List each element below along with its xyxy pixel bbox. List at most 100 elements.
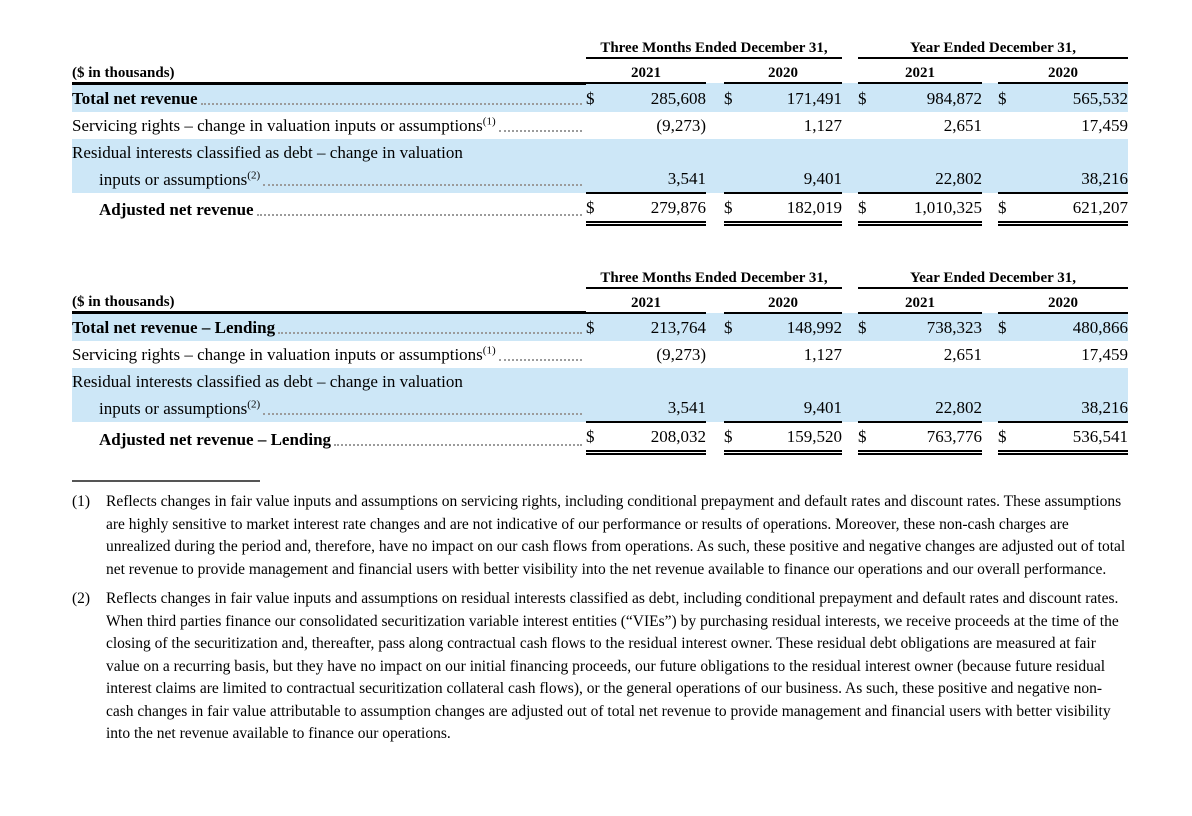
cell-value: 171,491 [748,83,843,112]
spacer-cell [72,36,586,58]
row-label: Servicing rights – change in valuation i… [72,114,496,135]
adjusted-net-revenue-lending-table: Three Months Ended December 31, Year End… [72,265,1129,456]
cell-value: 9,401 [748,368,843,423]
period-group-header: Three Months Ended December 31, [586,36,843,59]
year-header-row: ($ in thousands) 2021 2020 2021 2020 [72,58,1129,85]
dollar-sign: $ [998,422,1023,455]
footnote-ref: (1) [482,344,496,357]
row-label-line1: Residual interests classified as debt – … [72,142,463,162]
adjusted-net-revenue-section: Three Months Ended December 31, Year End… [72,36,1129,226]
gap-cell [982,288,998,313]
table-row-adjusted-net-revenue: Adjusted net revenue $ 279,876 $ 182,019… [72,192,1129,226]
gap-cell [982,368,999,422]
cell-value: 17,459 [1081,345,1129,364]
cell-value: 2,651 [943,115,983,135]
empty-cell [858,368,883,423]
gap-cell [982,58,998,83]
cell-value: 1,010,325 [882,192,983,226]
gap-cell [982,193,998,224]
empty-cell [586,138,610,194]
gap-cell [982,312,999,341]
gap-cell [842,312,859,341]
period-group-header: Year Ended December 31, [858,36,1129,59]
year-header: 2020 [998,287,1129,314]
row-label: Adjusted net revenue – Lending [99,429,332,449]
empty-cell [724,138,748,194]
dollar-sign: $ [586,312,610,341]
footnote-ref: (2) [247,168,261,181]
dollar-sign: $ [586,192,610,226]
period-group-header: Three Months Ended December 31, [586,265,843,289]
cell-value: 17,459 [1081,115,1129,135]
table-row-adjusted-net-revenue-lending: Adjusted net revenue – Lending $ 208,032… [72,422,1129,455]
row-label-cell: Adjusted net revenue [72,193,586,224]
footnote-marker: (2) [72,590,91,607]
adjusted-net-revenue-lending-section: Three Months Ended December 31, Year End… [72,265,1129,456]
cell-value: 159,520 [748,422,843,455]
cell-value: 621,207 [1022,192,1129,226]
cell-value: 9,401 [748,138,843,194]
cell-value: 22,802 [882,368,983,423]
cell-value: 208,032 [610,422,706,455]
adjusted-net-revenue-table: Three Months Ended December 31, Year End… [72,36,1129,226]
gap-cell [842,138,859,193]
row-label-cell: Residual interests classified as debt – … [72,138,586,193]
gap-cell [842,193,858,224]
cell-value: 38,216 [1022,368,1129,423]
cell-value: 565,532 [1022,83,1129,112]
empty-cell [858,341,882,368]
gap-cell [982,112,998,139]
empty-cell [586,112,610,139]
dot-leader [263,183,582,186]
dot-leader [263,413,582,415]
gap-cell [706,58,724,83]
cell-value: 763,776 [882,422,983,455]
gap-cell [842,266,858,288]
gap-cell [842,288,858,313]
units-label: ($ in thousands) [72,58,586,85]
row-label-cell: Residual interests classified as debt – … [72,368,586,422]
dollar-sign: $ [998,192,1023,226]
cell-value: 279,876 [610,192,706,226]
empty-cell [858,112,882,139]
empty-cell [858,138,883,194]
gap-cell [842,112,858,139]
dollar-sign: $ [858,422,883,455]
empty-cell [586,341,610,368]
cell-value: 3,541 [610,138,706,194]
cell-value: 182,019 [748,192,843,226]
year-header-row: ($ in thousands) 2021 2020 2021 2020 [72,287,1129,314]
cell-value: 536,541 [1022,422,1129,455]
gap-cell [982,341,998,368]
dot-leader [200,102,582,105]
empty-cell [586,368,610,423]
empty-cell [998,112,1022,139]
footnote-ref: (1) [482,114,496,127]
cell-value: 1,127 [803,345,843,364]
spacer-cell [72,266,586,288]
row-label-cell: Total net revenue – Lending [72,312,586,341]
dot-leader [498,129,582,132]
period-header-row: Three Months Ended December 31, Year End… [72,265,1129,289]
cell-value: 213,764 [610,312,706,341]
dot-leader [278,332,582,334]
table-row-servicing-rights: Servicing rights – change in valuation i… [72,112,1128,139]
empty-cell [998,138,1023,194]
dollar-sign: $ [998,83,1023,112]
dollar-sign: $ [724,83,748,112]
gap-cell [706,288,724,313]
cell-value: 480,866 [1022,312,1129,341]
row-label-cell: Servicing rights – change in valuation i… [72,341,586,368]
dollar-sign: $ [724,192,748,226]
period-header-row: Three Months Ended December 31, Year End… [72,36,1129,59]
cell-value: 38,216 [1022,138,1129,194]
units-label: ($ in thousands) [72,287,586,314]
row-label-line2: inputs or assumptions(2) [99,398,261,418]
gap-cell [982,422,998,453]
gap-cell [982,83,999,112]
row-label: Servicing rights – change in valuation i… [72,344,496,364]
year-header: 2020 [724,287,843,314]
gap-cell [842,36,858,58]
footnote-ref: (2) [247,398,261,411]
cell-value: 738,323 [882,312,983,341]
